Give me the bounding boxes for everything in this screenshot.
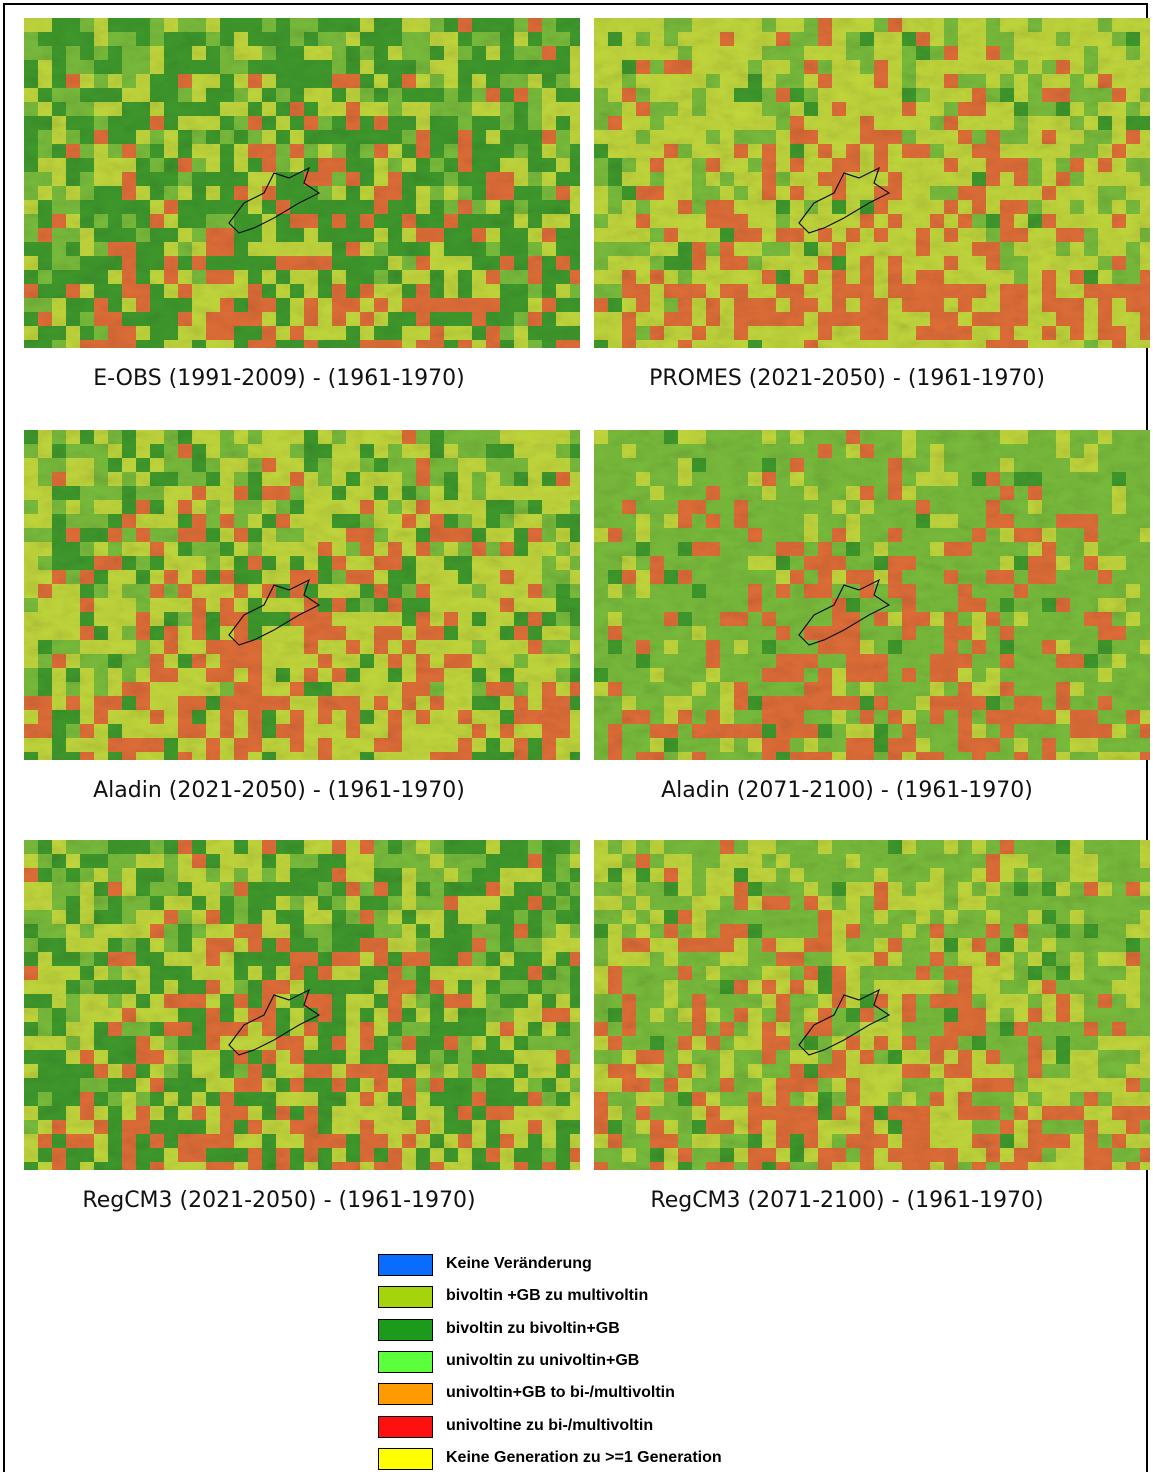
legend-swatch (378, 1254, 433, 1276)
hillshade (594, 18, 1150, 348)
legend-label: univoltin+GB to bi-/multivoltin (446, 1383, 675, 1403)
legend-swatch (378, 1383, 433, 1405)
legend-label: bivoltin +GB zu multivoltin (446, 1286, 648, 1306)
legend-swatch (378, 1286, 433, 1308)
hillshade (594, 430, 1150, 760)
map-panel (24, 430, 580, 760)
legend-label: bivoltin zu bivoltin+GB (446, 1319, 620, 1339)
map-panel (594, 18, 1150, 348)
hillshade (24, 840, 580, 1170)
legend-swatch (378, 1448, 433, 1470)
map-caption: RegCM3 (2021-2050) - (1961-1970) (82, 1188, 475, 1213)
legend-swatch (378, 1351, 433, 1373)
map-panel (594, 840, 1150, 1170)
legend-label: univoltin zu univoltin+GB (446, 1351, 639, 1371)
hillshade (594, 840, 1150, 1170)
hillshade (24, 18, 580, 348)
map-panel (24, 840, 580, 1170)
map-caption: RegCM3 (2071-2100) - (1961-1970) (650, 1188, 1043, 1213)
legend-label: Keine Generation zu >=1 Generation (446, 1448, 722, 1468)
legend-swatch (378, 1416, 433, 1438)
map-caption: Aladin (2021-2050) - (1961-1970) (93, 778, 465, 803)
figure: E-OBS (1991-2009) - (1961-1970) PROMES (2… (0, 0, 1153, 1472)
map-panel (24, 18, 580, 348)
map-caption: Aladin (2071-2100) - (1961-1970) (661, 778, 1033, 803)
map-caption: PROMES (2021-2050) - (1961-1970) (649, 366, 1045, 391)
map-caption: E-OBS (1991-2009) - (1961-1970) (93, 366, 465, 391)
legend-swatch (378, 1319, 433, 1341)
hillshade (24, 430, 580, 760)
legend-label: Keine Veränderung (446, 1254, 592, 1274)
legend-label: univoltine zu bi-/multivoltin (446, 1416, 653, 1436)
map-panel (594, 430, 1150, 760)
